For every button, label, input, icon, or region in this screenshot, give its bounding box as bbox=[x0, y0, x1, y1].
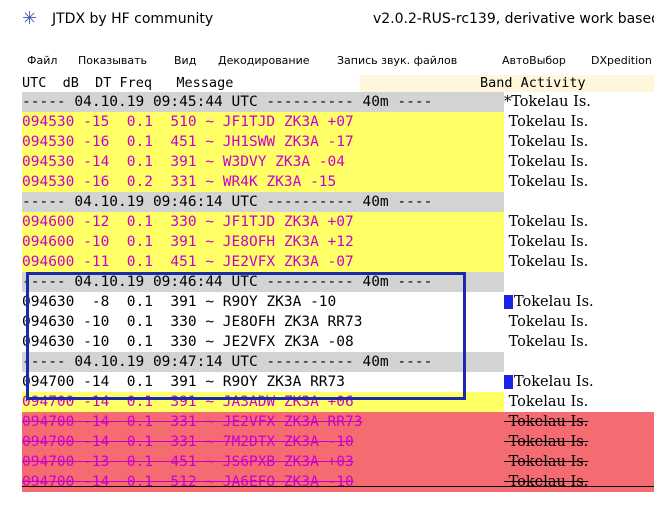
decode-row[interactable]: 094700 -14 0.1 391 ~ JA3ADW ZK3A +06 bbox=[22, 392, 504, 412]
band-activity-entry[interactable]: Tokelau Is. bbox=[504, 412, 654, 432]
decode-row[interactable]: 094530 -14 0.1 391 ~ W3DVY ZK3A -04 bbox=[22, 152, 504, 172]
band-activity-text: Tokelau Is. bbox=[504, 134, 589, 150]
band-activity-entry[interactable]: Tokelau Is. bbox=[504, 172, 654, 192]
band-activity-text: Tokelau Is. bbox=[514, 294, 594, 310]
band-activity-text: Tokelau Is. bbox=[504, 254, 589, 270]
period-separator-row[interactable]: ----- 04.10.19 09:46:14 UTC ---------- 4… bbox=[22, 192, 504, 212]
decode-row[interactable]: 094630 -8 0.1 391 ~ R9OY ZK3A -10 bbox=[22, 294, 337, 310]
title-bar: ✳ JTDX by HF community v2.0.2-RUS-rc139,… bbox=[0, 0, 654, 40]
window-version: v2.0.2-RUS-rc139, derivative work based … bbox=[373, 11, 654, 27]
band-activity-text: Tokelau Is. bbox=[504, 154, 589, 170]
decode-row[interactable]: 094630 -10 0.1 330 ~ JE2VFX ZK3A -08 bbox=[22, 334, 354, 350]
menu-dxpedition[interactable]: DXpedition bbox=[591, 54, 652, 67]
decode-row[interactable]: 094530 -16 0.1 451 ~ JH1SWW ZK3A -17 bbox=[22, 132, 504, 152]
band-activity-entry[interactable]: Tokelau Is. bbox=[504, 132, 654, 152]
band-activity-entry[interactable] bbox=[504, 272, 654, 292]
decode-row[interactable]: 094600 -11 0.1 451 ~ JE2VFX ZK3A -07 bbox=[22, 252, 504, 272]
decode-column-header: UTC dB DT Freq Message bbox=[22, 75, 360, 93]
decode-row[interactable]: 094530 -15 0.1 510 ~ JF1TJD ZK3A +07 bbox=[22, 112, 504, 132]
period-separator-row[interactable]: ----- 04.10.19 09:46:44 UTC ---------- 4… bbox=[22, 272, 504, 292]
band-activity-entry[interactable]: Tokelau Is. bbox=[504, 372, 654, 392]
bottom-divider bbox=[22, 486, 654, 487]
band-activity-entry[interactable]: Tokelau Is. bbox=[504, 232, 654, 252]
band-activity-entry[interactable]: Tokelau Is. bbox=[504, 472, 654, 492]
decode-row[interactable]: 094600 -10 0.1 391 ~ JE8OFH ZK3A +12 bbox=[22, 232, 504, 252]
band-activity-entry[interactable]: Tokelau Is. bbox=[504, 452, 654, 472]
decode-row[interactable]: 094700 -14 0.1 512 ~ JA6EFO ZK3A -10 bbox=[22, 472, 504, 492]
decode-row[interactable]: 094630 -10 0.1 330 ~ JE8OFH ZK3A RR73 bbox=[22, 314, 363, 330]
band-activity-text: Tokelau Is. bbox=[514, 374, 594, 390]
decode-row[interactable]: 094700 -14 0.1 391 ~ R9OY ZK3A RR73 bbox=[22, 374, 346, 390]
band-activity-text: Tokelau Is. bbox=[504, 474, 589, 490]
band-activity-entry[interactable]: Tokelau Is. bbox=[504, 332, 654, 352]
band-activity-entry[interactable]: Tokelau Is. bbox=[504, 112, 654, 132]
decode-row[interactable]: 094700 -14 0.1 331 ~ JE2VFX ZK3A RR73 bbox=[22, 412, 504, 432]
band-activity-text: Tokelau Is. bbox=[504, 174, 589, 190]
period-separator-row[interactable]: ----- 04.10.19 09:47:14 UTC ---------- 4… bbox=[22, 352, 504, 372]
menu-decode[interactable]: Декодирование bbox=[218, 54, 310, 67]
band-activity-entry[interactable]: Tokelau Is. bbox=[504, 392, 654, 412]
active-qso-marker-icon bbox=[504, 295, 513, 309]
active-qso-marker-icon bbox=[504, 375, 513, 389]
band-activity-text: Tokelau Is. bbox=[504, 394, 589, 410]
menu-file[interactable]: Файл bbox=[27, 54, 58, 67]
band-activity-entry[interactable]: Tokelau Is. bbox=[504, 312, 654, 332]
band-activity-text: Tokelau Is. bbox=[504, 234, 589, 250]
menu-save-audio[interactable]: Запись звук. файлов bbox=[337, 54, 458, 67]
menu-autoselect[interactable]: АвтоВыбор bbox=[502, 54, 566, 67]
band-activity-text: Tokelau Is. bbox=[504, 434, 589, 450]
band-activity-text: Tokelau Is. bbox=[504, 334, 589, 350]
band-activity-label: Band Activity bbox=[480, 75, 586, 91]
decode-row[interactable]: 094700 -14 0.1 331 ~ 7M2DTX ZK3A -10 bbox=[22, 432, 504, 452]
band-activity-text: Tokelau Is. bbox=[504, 454, 589, 470]
period-separator-row[interactable]: ----- 04.10.19 09:45:44 UTC ---------- 4… bbox=[22, 92, 504, 112]
decode-row[interactable]: 094530 -16 0.2 331 ~ WR4K ZK3A -15 bbox=[22, 172, 504, 192]
menu-bar: Файл Показывать Вид Декодирование Запись… bbox=[0, 52, 654, 72]
band-activity-entry[interactable] bbox=[504, 192, 654, 212]
band-activity-text: Tokelau Is. bbox=[504, 114, 589, 130]
band-activity-header: Band Activity bbox=[360, 75, 654, 92]
menu-view[interactable]: Вид bbox=[174, 54, 197, 67]
decode-row[interactable]: 094700 -13 0.1 451 ~ JS6PXB ZK3A +03 bbox=[22, 452, 504, 472]
jtdx-logo-icon: ✳ bbox=[22, 8, 38, 29]
band-activity-text: Tokelau Is. bbox=[504, 214, 589, 230]
band-activity-entry[interactable]: Tokelau Is. bbox=[504, 252, 654, 272]
band-activity-entry[interactable]: Tokelau Is. bbox=[504, 152, 654, 172]
band-activity-entry[interactable]: Tokelau Is. bbox=[504, 292, 654, 312]
band-activity-entry[interactable]: Tokelau Is. bbox=[504, 212, 654, 232]
window-title: JTDX by HF community bbox=[52, 11, 214, 27]
band-activity-entry[interactable]: *Tokelau Is. bbox=[504, 92, 654, 112]
band-activity-text: *Tokelau Is. bbox=[504, 94, 591, 110]
band-activity-text: Tokelau Is. bbox=[504, 314, 589, 330]
decode-row[interactable]: 094600 -12 0.1 330 ~ JF1TJD ZK3A +07 bbox=[22, 212, 504, 232]
menu-show[interactable]: Показывать bbox=[78, 54, 148, 67]
band-activity-text: Tokelau Is. bbox=[504, 414, 589, 430]
band-activity-entry[interactable] bbox=[504, 352, 654, 372]
band-activity-entry[interactable]: Tokelau Is. bbox=[504, 432, 654, 452]
